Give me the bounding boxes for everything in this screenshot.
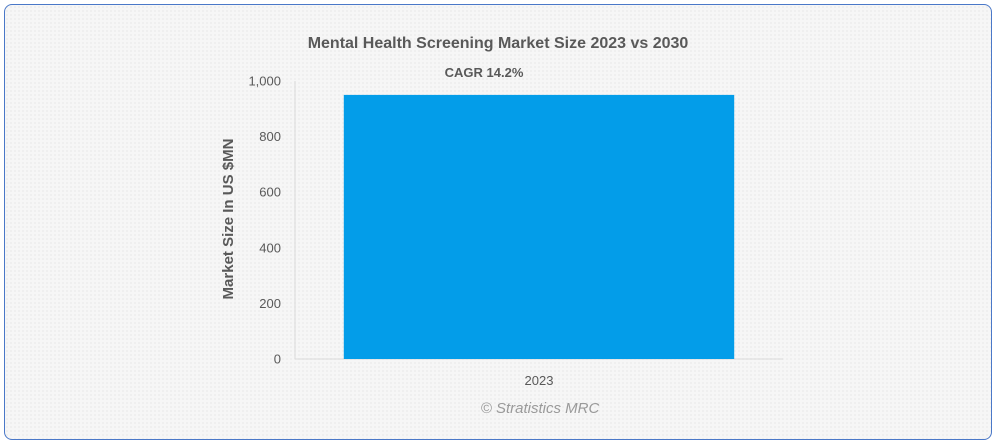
bar-series: [343, 94, 735, 360]
y-tick-label: 1,000: [248, 74, 281, 89]
bar-2023[interactable]: [343, 94, 735, 360]
chart-title: Mental Health Screening Market Size 2023…: [308, 35, 689, 52]
x-tick-label: 2023: [525, 373, 554, 388]
y-axis-label: Market Size In US $MN: [220, 139, 237, 300]
cagr-annotation: CAGR 14.2%: [445, 65, 524, 80]
y-axis-ticks: 0 200 400 600 800 1,000: [248, 74, 281, 367]
y-tick-label: 600: [259, 185, 281, 200]
y-tick-label: 800: [259, 129, 281, 144]
y-tick-label: 400: [259, 240, 281, 255]
credit-text: © Stratistics MRC: [481, 400, 600, 417]
y-tick-label: 0: [274, 352, 281, 367]
y-tick-label: 200: [259, 296, 281, 311]
x-axis-ticks: 2023: [525, 373, 554, 388]
